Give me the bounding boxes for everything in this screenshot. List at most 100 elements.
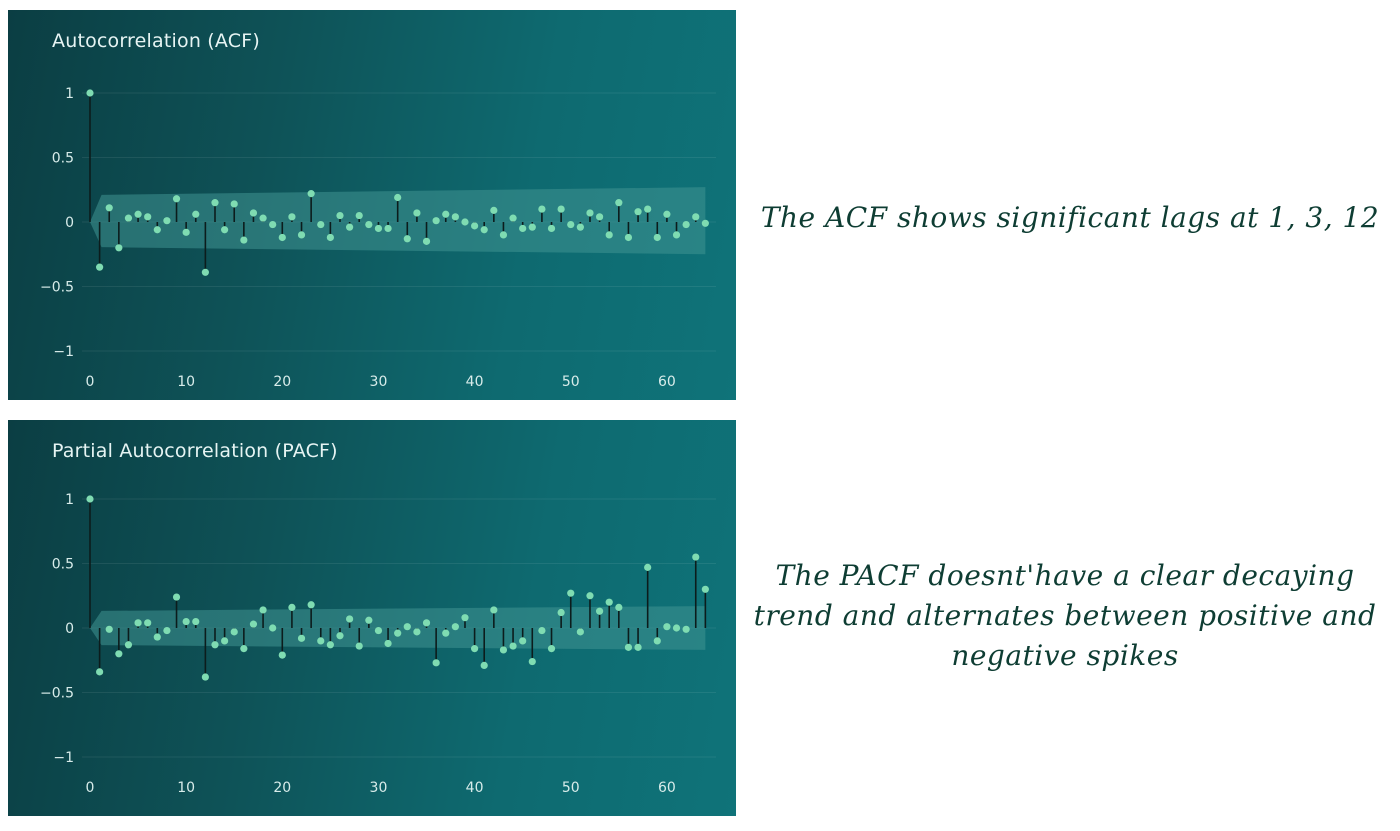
acf-marker xyxy=(259,214,267,222)
acf-marker xyxy=(86,89,94,97)
pacf-marker xyxy=(163,626,171,635)
acf-marker xyxy=(442,210,450,218)
pacf-marker xyxy=(538,626,546,635)
acf-marker xyxy=(653,233,661,242)
acf-marker xyxy=(547,224,556,233)
pacf-marker xyxy=(692,553,700,561)
pacf-marker xyxy=(297,634,306,642)
pacf-marker xyxy=(480,661,488,670)
acf-marker xyxy=(288,213,296,221)
acf-marker xyxy=(413,209,421,217)
acf-marker xyxy=(605,231,613,239)
pacf-marker xyxy=(374,626,383,635)
acf-xtick-label: 60 xyxy=(658,374,676,390)
acf-xtick-label: 0 xyxy=(86,374,95,390)
pacf-marker xyxy=(144,619,152,627)
acf-xtick-label: 30 xyxy=(370,374,388,390)
acf-marker xyxy=(374,224,383,233)
acf-marker xyxy=(346,223,354,231)
acf-marker xyxy=(394,193,402,202)
acf-marker xyxy=(230,200,238,208)
pacf-chart-panel: Partial Autocorrelation (PACF) 1 0.5 0 −0.5… xyxy=(8,420,736,816)
pacf-chart-title: Partial Autocorrelation (PACF) xyxy=(52,440,338,462)
acf-chart-svg: 1 0.5 0 −0.5 −1 0 10 20 30 40 50 60 xyxy=(40,86,716,390)
pacf-marker xyxy=(451,623,459,631)
pacf-xtick-label: 50 xyxy=(562,780,580,796)
acf-marker xyxy=(278,233,286,242)
acf-ytick-label: 1 xyxy=(65,86,74,102)
pacf-marker xyxy=(172,593,181,601)
pacf-marker xyxy=(221,637,229,645)
pacf-xtick-label: 60 xyxy=(658,780,676,796)
acf-xtick-label: 10 xyxy=(177,374,195,390)
acf-marker xyxy=(317,220,325,229)
pacf-marker xyxy=(528,657,536,666)
pacf-marker xyxy=(153,633,161,641)
acf-marker xyxy=(538,205,546,213)
pacf-marker xyxy=(115,650,123,658)
pacf-marker xyxy=(682,625,690,633)
pacf-marker xyxy=(490,606,498,614)
acf-ytick-label: −1 xyxy=(53,344,74,360)
pacf-marker xyxy=(355,642,363,650)
pacf-xtick-label: 40 xyxy=(466,780,484,796)
pacf-annotation: The PACF doesnt'have a clear decaying tr… xyxy=(753,559,1377,672)
pacf-marker xyxy=(317,637,325,645)
acf-marker xyxy=(163,217,171,225)
pacf-marker xyxy=(307,601,315,609)
pacf-marker xyxy=(269,624,277,632)
acf-ytick-label: −0.5 xyxy=(40,280,74,296)
acf-marker xyxy=(634,208,642,216)
acf-marker xyxy=(471,222,479,230)
pacf-marker xyxy=(134,619,142,627)
pacf-xtick-label: 30 xyxy=(370,780,388,796)
acf-marker xyxy=(307,190,315,198)
acf-marker xyxy=(365,220,373,229)
pacf-marker xyxy=(278,651,286,659)
acf-marker xyxy=(509,214,517,222)
pacf-marker xyxy=(86,495,94,503)
pacf-marker xyxy=(336,632,344,640)
acf-marker xyxy=(490,206,498,214)
pacf-marker xyxy=(192,617,200,626)
pacf-marker xyxy=(326,641,334,649)
acf-marker xyxy=(595,213,604,221)
pacf-marker xyxy=(346,615,354,623)
acf-marker xyxy=(528,223,536,231)
pacf-marker xyxy=(471,645,479,653)
acf-marker xyxy=(105,204,113,212)
acf-marker xyxy=(96,263,104,271)
pacf-ytick-label: 1 xyxy=(65,492,74,508)
pacf-marker xyxy=(605,598,613,606)
pacf-marker xyxy=(557,608,565,617)
pacf-marker xyxy=(288,603,296,611)
pacf-marker xyxy=(105,625,113,633)
acf-marker xyxy=(422,237,431,245)
acf-marker xyxy=(124,214,133,222)
acf-marker xyxy=(451,213,459,221)
pacf-marker xyxy=(259,606,267,614)
acf-marker xyxy=(182,228,190,236)
pacf-marker xyxy=(624,643,633,651)
acf-marker xyxy=(144,213,152,221)
acf-marker xyxy=(672,231,681,239)
acf-marker xyxy=(211,199,219,207)
pacf-marker xyxy=(653,637,661,645)
acf-marker xyxy=(221,226,229,234)
pacf-marker xyxy=(413,628,421,636)
pacf-ytick-label: 0.5 xyxy=(52,557,74,573)
pacf-marker xyxy=(422,619,431,627)
pacf-marker xyxy=(230,628,238,636)
acf-marker xyxy=(336,211,344,220)
pacf-marker xyxy=(586,592,594,600)
pacf-marker xyxy=(701,585,709,593)
pacf-marker xyxy=(365,616,373,624)
pacf-marker xyxy=(394,629,402,637)
pacf-xtick-label: 10 xyxy=(177,780,195,796)
pacf-marker xyxy=(384,639,392,648)
acf-marker xyxy=(615,199,623,207)
pacf-marker xyxy=(211,641,219,649)
pacf-marker xyxy=(499,646,508,654)
pacf-ytick-label: −1 xyxy=(53,750,74,766)
acf-xtick-label: 40 xyxy=(466,374,484,390)
